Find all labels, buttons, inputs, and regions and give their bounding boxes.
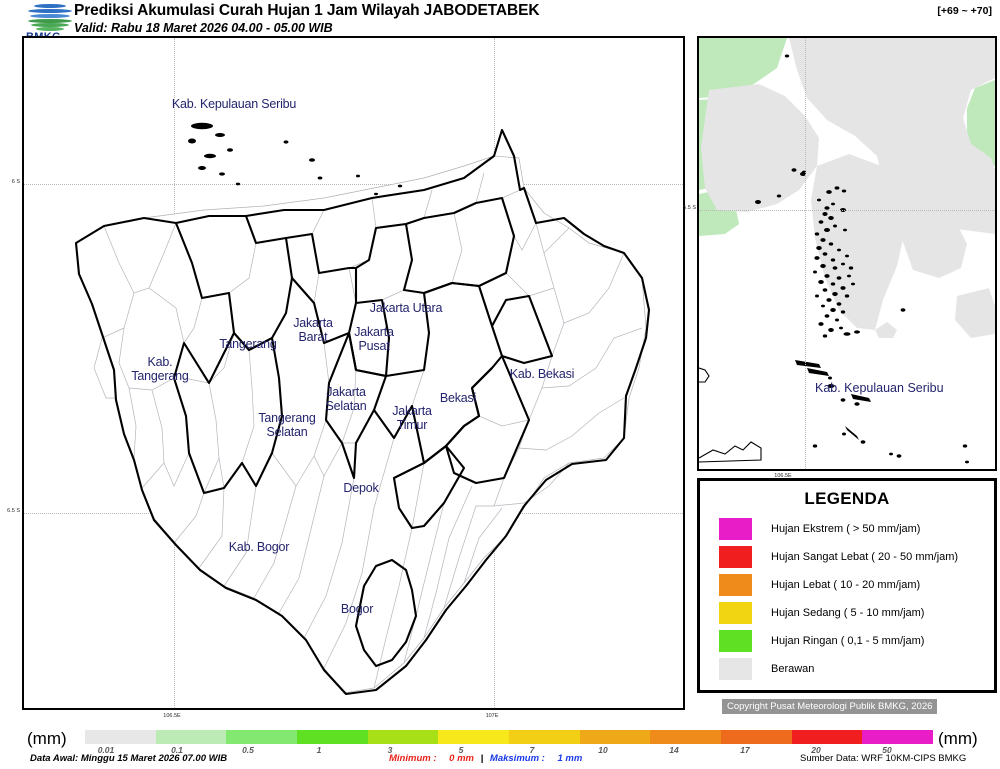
map-label-kab-bogor: Kab. Bogor bbox=[228, 540, 290, 554]
colorbar-segment bbox=[438, 730, 510, 744]
colorbar-segment bbox=[297, 730, 368, 744]
legend-label-hujan-sedang: Hujan Sedang ( 5 - 10 mm/jam) bbox=[771, 607, 925, 619]
colorbar-segment bbox=[367, 730, 439, 744]
colorbar-tick: 14 bbox=[669, 745, 679, 755]
main-map-panel[interactable]: Kab. Kepulauan Seribu Tangerang Jakarta B… bbox=[22, 36, 685, 710]
colorbar-segment bbox=[791, 730, 863, 744]
forecast-hour-badge: [+69 ~ +70] bbox=[937, 5, 992, 17]
page-subtitle: Valid: Rabu 18 Maret 2026 04.00 - 05.00 … bbox=[74, 21, 333, 35]
colorbar-tick: 1 bbox=[316, 745, 322, 755]
sumber-data-text: Sumber Data: WRF 10KM-CIPS BMKG bbox=[800, 753, 967, 764]
colorbar-segment bbox=[509, 730, 580, 744]
map-label-kab-bekasi: Kab. Bekasi bbox=[509, 367, 575, 381]
colorbar-segment bbox=[226, 730, 298, 744]
colorbar-tick: 20 bbox=[811, 745, 821, 755]
page-title: Prediksi Akumulasi Curah Hujan 1 Jam Wil… bbox=[74, 2, 540, 19]
colorbar-segment bbox=[155, 730, 227, 744]
min-max-text: Minimum : 0 mm | Maksimum : 1 mm bbox=[389, 753, 582, 764]
legend-label-hujan-ringan: Hujan Ringan ( 0,1 - 5 mm/jam) bbox=[771, 635, 925, 647]
colorbar-segment bbox=[85, 730, 156, 744]
map-label-kepulauan-seribu: Kab. Kepulauan Seribu bbox=[171, 97, 297, 111]
colorbar-tick: 0.5 bbox=[242, 745, 254, 755]
min-max-separator: | bbox=[480, 753, 484, 764]
legend-label-hujan-lebat: Hujan Lebat ( 10 - 20 mm/jam) bbox=[771, 579, 921, 591]
map-label-jakarta-utara: Jakarta Utara bbox=[369, 301, 443, 315]
legend-swatch-hujan-ringan bbox=[719, 630, 752, 652]
inset-label-kepulauan-seribu: Kab. Kepulauan Seribu bbox=[815, 381, 944, 395]
legend-row: Hujan Sangat Lebat ( 20 - 50 mm/jam) bbox=[700, 543, 994, 571]
colorbar-tick: 3 bbox=[387, 745, 393, 755]
map-label-jakarta-selatan: Jakarta Selatan bbox=[325, 385, 367, 413]
map-label-bekasi: Bekasi bbox=[439, 391, 477, 405]
legend-row: Hujan Ringan ( 0,1 - 5 mm/jam) bbox=[700, 627, 994, 655]
inset-map-geometry bbox=[699, 38, 995, 469]
page-header: BMKG Prediksi Akumulasi Curah Hujan 1 Ja… bbox=[0, 0, 1000, 43]
gridline-horizontal bbox=[699, 210, 995, 211]
colorbar bbox=[85, 730, 934, 744]
legend-label-hujan-ekstrem: Hujan Ekstrem ( > 50 mm/jam) bbox=[771, 523, 921, 535]
colorbar-tick: 0.1 bbox=[171, 745, 183, 755]
colorbar-tick: 5 bbox=[458, 745, 464, 755]
minimum-label: Minimum : bbox=[389, 753, 437, 764]
colorbar-tick: 50 bbox=[882, 745, 892, 755]
colorbar-segment bbox=[862, 730, 934, 744]
colorbar-tick: 17 bbox=[740, 745, 750, 755]
gridline-vertical bbox=[805, 38, 806, 469]
copyright-badge: Copyright Pusat Meteorologi Publik BMKG,… bbox=[722, 699, 938, 714]
colorbar-tick: 0.01 bbox=[97, 745, 115, 755]
legend-swatch-hujan-sangat-lebat bbox=[719, 546, 752, 568]
main-map-ytick: 6 S bbox=[11, 179, 20, 185]
maximum-value: 1 mm bbox=[557, 753, 583, 764]
map-label-jakarta-pusat: Jakarta Pusat bbox=[354, 325, 394, 353]
colorbar-segment bbox=[579, 730, 651, 744]
map-label-tangerang-selatan: Tangerang Selatan bbox=[258, 411, 316, 439]
colorbar-unit-left: (mm) bbox=[27, 729, 67, 748]
inset-map-panel[interactable]: Kab. Kepulauan Seribu bbox=[697, 36, 997, 471]
legend-row: Hujan Ekstrem ( > 50 mm/jam) bbox=[700, 515, 994, 543]
map-label-depok: Depok bbox=[343, 481, 379, 495]
legend-label-hujan-sangat-lebat: Hujan Sangat Lebat ( 20 - 50 mm/jam) bbox=[771, 551, 959, 563]
legend-swatch-hujan-sedang bbox=[719, 602, 752, 624]
map-label-kab-tangerang: Kab. Tangerang bbox=[131, 355, 189, 383]
maximum-label: Maksimum : bbox=[489, 753, 545, 764]
main-map-xtick: 106.5E bbox=[163, 713, 181, 719]
main-map-ytick: 6.5 S bbox=[7, 508, 20, 514]
legend-row: Hujan Lebat ( 10 - 20 mm/jam) bbox=[700, 571, 994, 599]
legend-panel: LEGENDA Hujan Ekstrem ( > 50 mm/jam) Huj… bbox=[697, 478, 997, 693]
map-geometry bbox=[74, 122, 651, 696]
map-label-jakarta-timur: Jakarta Timur bbox=[392, 404, 432, 432]
legend-row: Berawan bbox=[700, 655, 994, 683]
inset-map-xtick: 106.5E bbox=[774, 473, 792, 479]
map-label-tangerang: Tangerang bbox=[219, 337, 277, 351]
map-label-bogor: Bogor bbox=[340, 602, 374, 616]
legend-swatch-berawan bbox=[719, 658, 752, 680]
data-awal-text: Data Awal: Minggu 15 Maret 2026 07.00 WI… bbox=[30, 753, 228, 764]
colorbar-tick: 7 bbox=[529, 745, 535, 755]
legend-row: Hujan Sedang ( 5 - 10 mm/jam) bbox=[700, 599, 994, 627]
colorbar-tick: 10 bbox=[598, 745, 608, 755]
colorbar-segment bbox=[650, 730, 722, 744]
legend-title: LEGENDA bbox=[804, 489, 890, 508]
minimum-value: 0 mm bbox=[449, 753, 474, 764]
map-label-jakarta-barat: Jakarta Barat bbox=[293, 316, 333, 344]
colorbar-unit-right: (mm) bbox=[938, 729, 978, 748]
legend-label-berawan: Berawan bbox=[771, 663, 815, 675]
gridline-horizontal bbox=[24, 184, 683, 185]
inset-map-ytick: 5.5 S bbox=[683, 205, 696, 211]
main-map-xtick: 107E bbox=[485, 713, 499, 719]
colorbar-segment bbox=[721, 730, 792, 744]
legend-swatch-hujan-ekstrem bbox=[719, 518, 752, 540]
legend-swatch-hujan-lebat bbox=[719, 574, 752, 596]
